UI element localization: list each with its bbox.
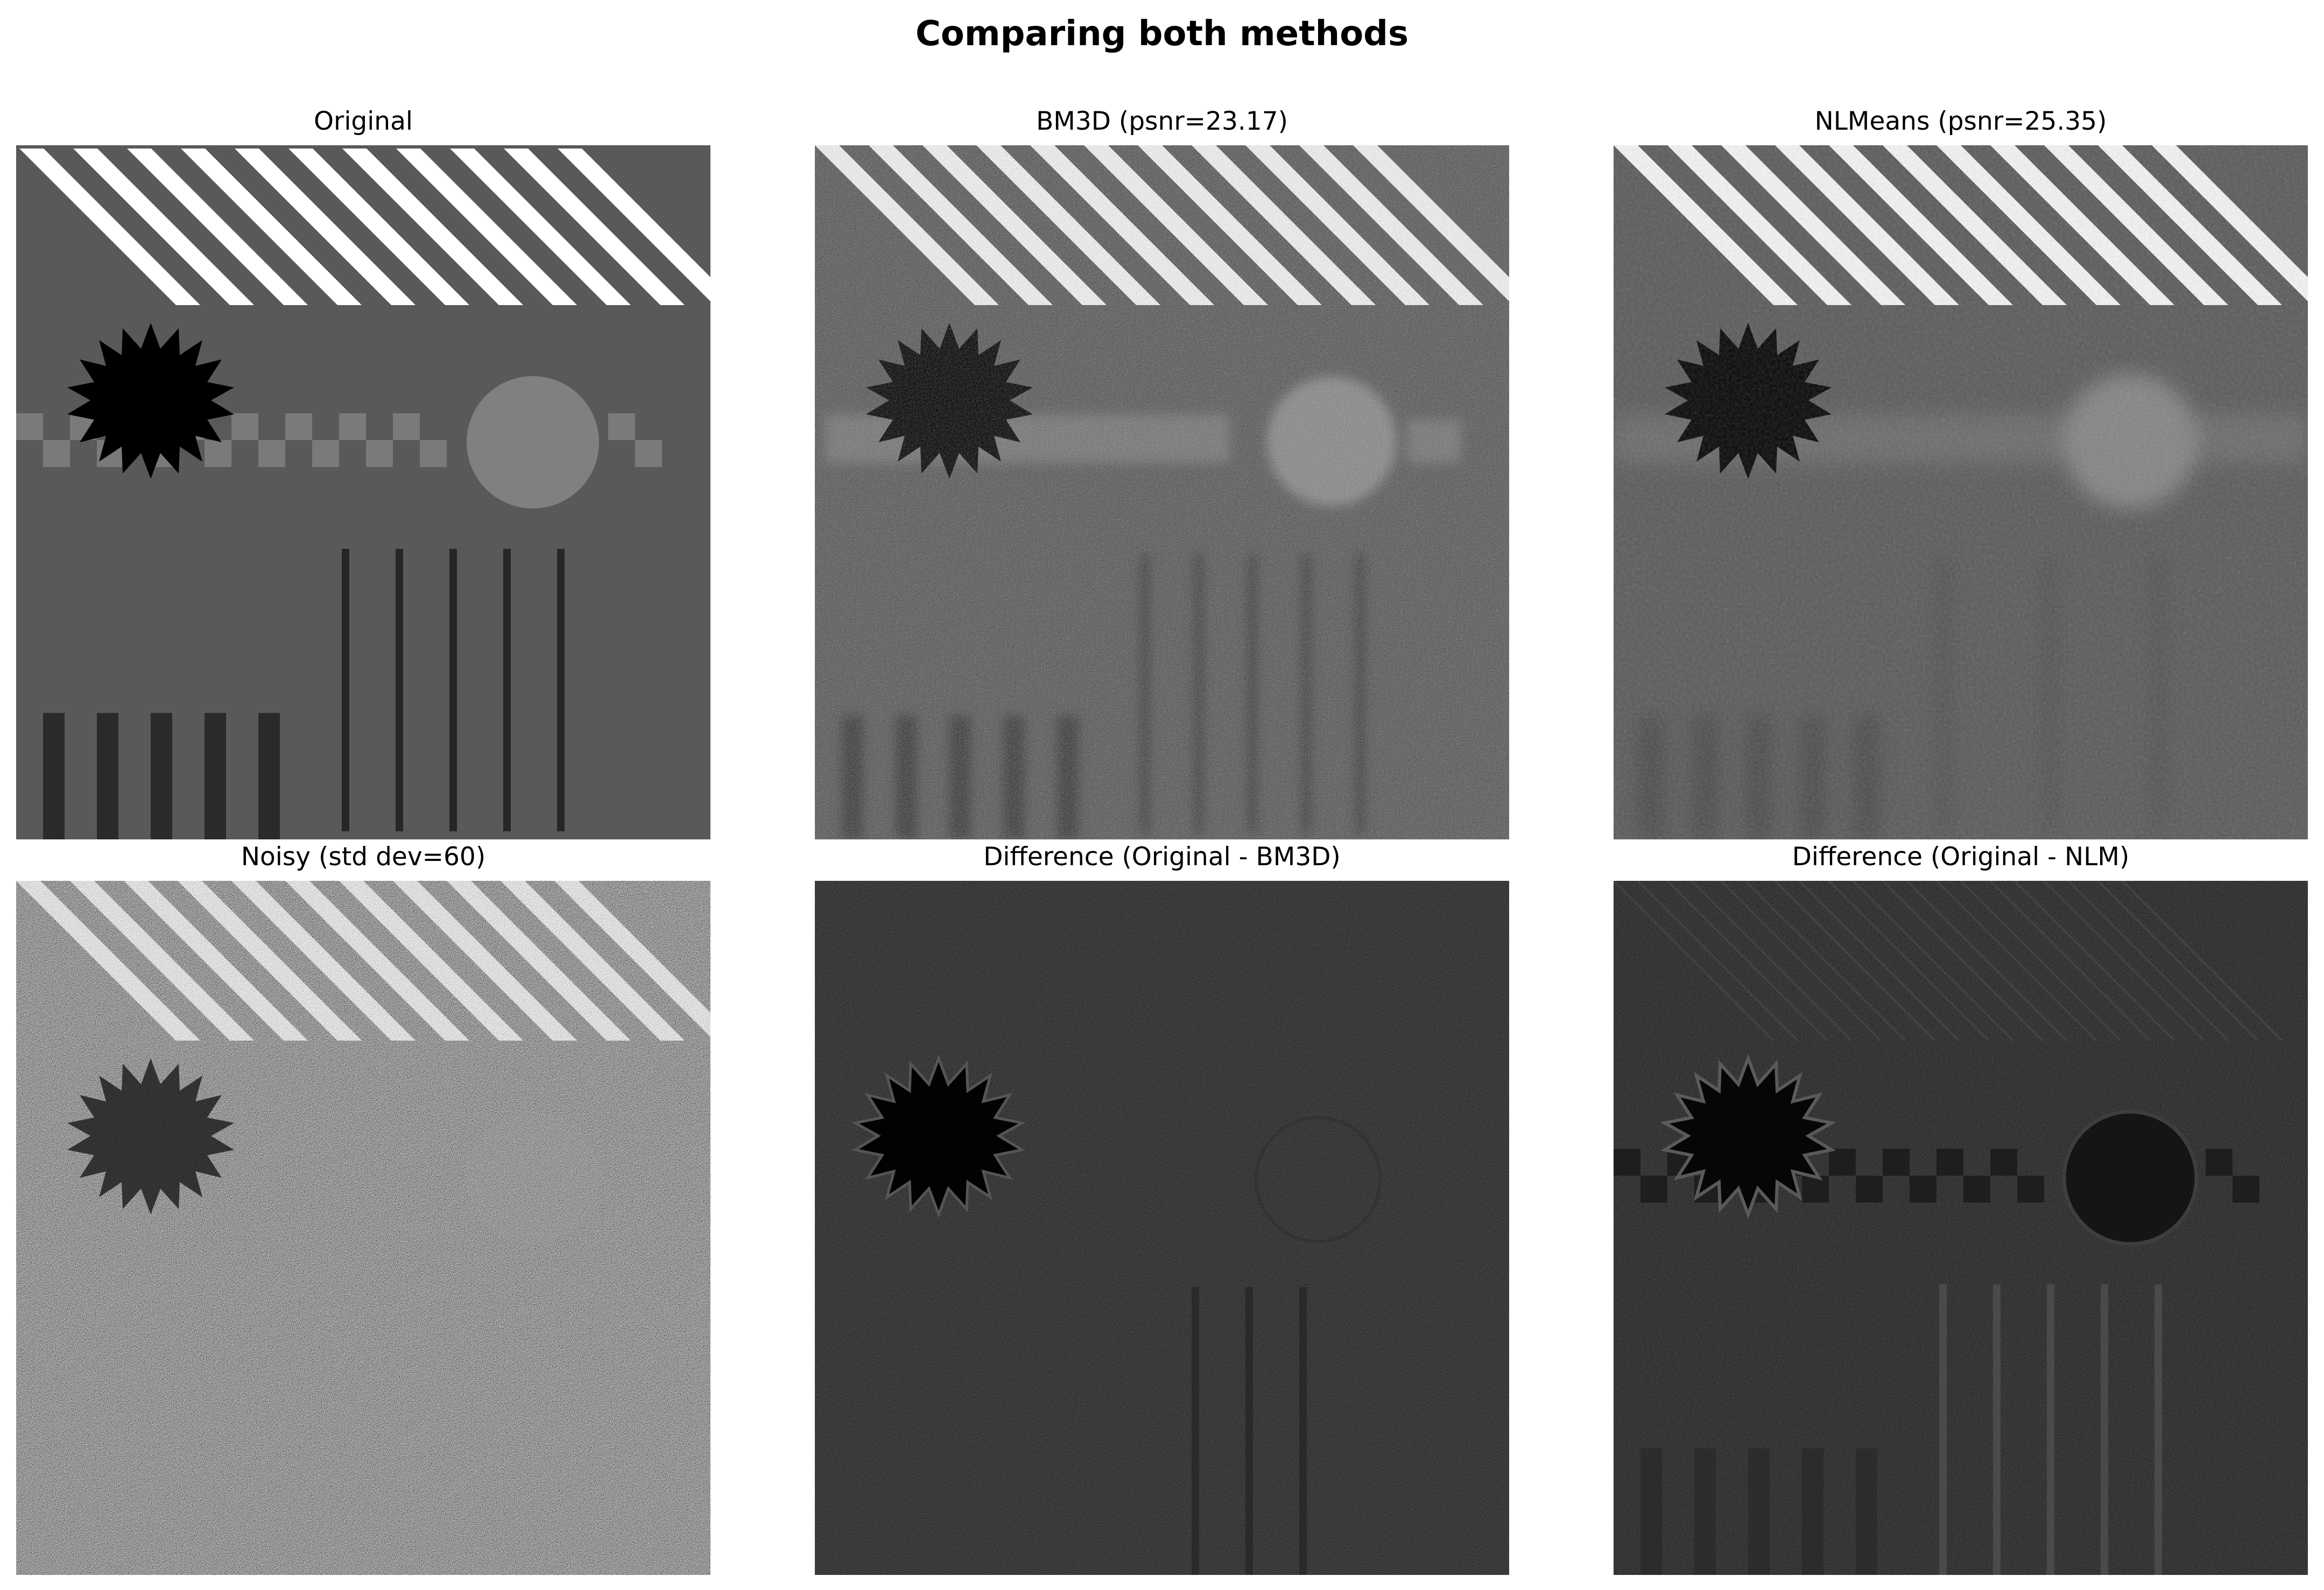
figure-title: Comparing both methods	[915, 14, 1409, 54]
panel-title-diff-nlm: Difference (Original - NLM)	[1792, 842, 2130, 872]
image-noisy	[16, 881, 710, 1575]
panel-title-nlmeans: NLMeans (psnr=25.35)	[1814, 107, 2107, 136]
image-diff-bm3d	[815, 881, 1509, 1575]
image-nlmeans	[1614, 145, 2308, 839]
image-bm3d	[815, 145, 1509, 839]
panel-title-original: Original	[314, 107, 413, 136]
panel-title-bm3d: BM3D (psnr=23.17)	[1036, 107, 1288, 136]
panel-title-diff-bm3d: Difference (Original - BM3D)	[983, 842, 1341, 872]
image-diff-nlm	[1614, 881, 2308, 1575]
image-original	[16, 145, 710, 839]
panel-title-noisy: Noisy (std dev=60)	[241, 842, 486, 872]
